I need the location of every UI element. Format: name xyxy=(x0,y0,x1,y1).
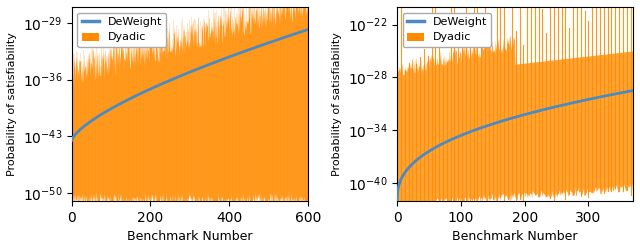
X-axis label: Benchmark Number: Benchmark Number xyxy=(127,230,253,243)
X-axis label: Benchmark Number: Benchmark Number xyxy=(452,230,578,243)
Y-axis label: Probability of satisfiability: Probability of satisfiability xyxy=(332,32,342,176)
Y-axis label: Probability of satisfiability: Probability of satisfiability xyxy=(7,32,17,176)
Legend: DeWeight, Dyadic: DeWeight, Dyadic xyxy=(403,12,492,47)
Legend: DeWeight, Dyadic: DeWeight, Dyadic xyxy=(77,12,166,47)
